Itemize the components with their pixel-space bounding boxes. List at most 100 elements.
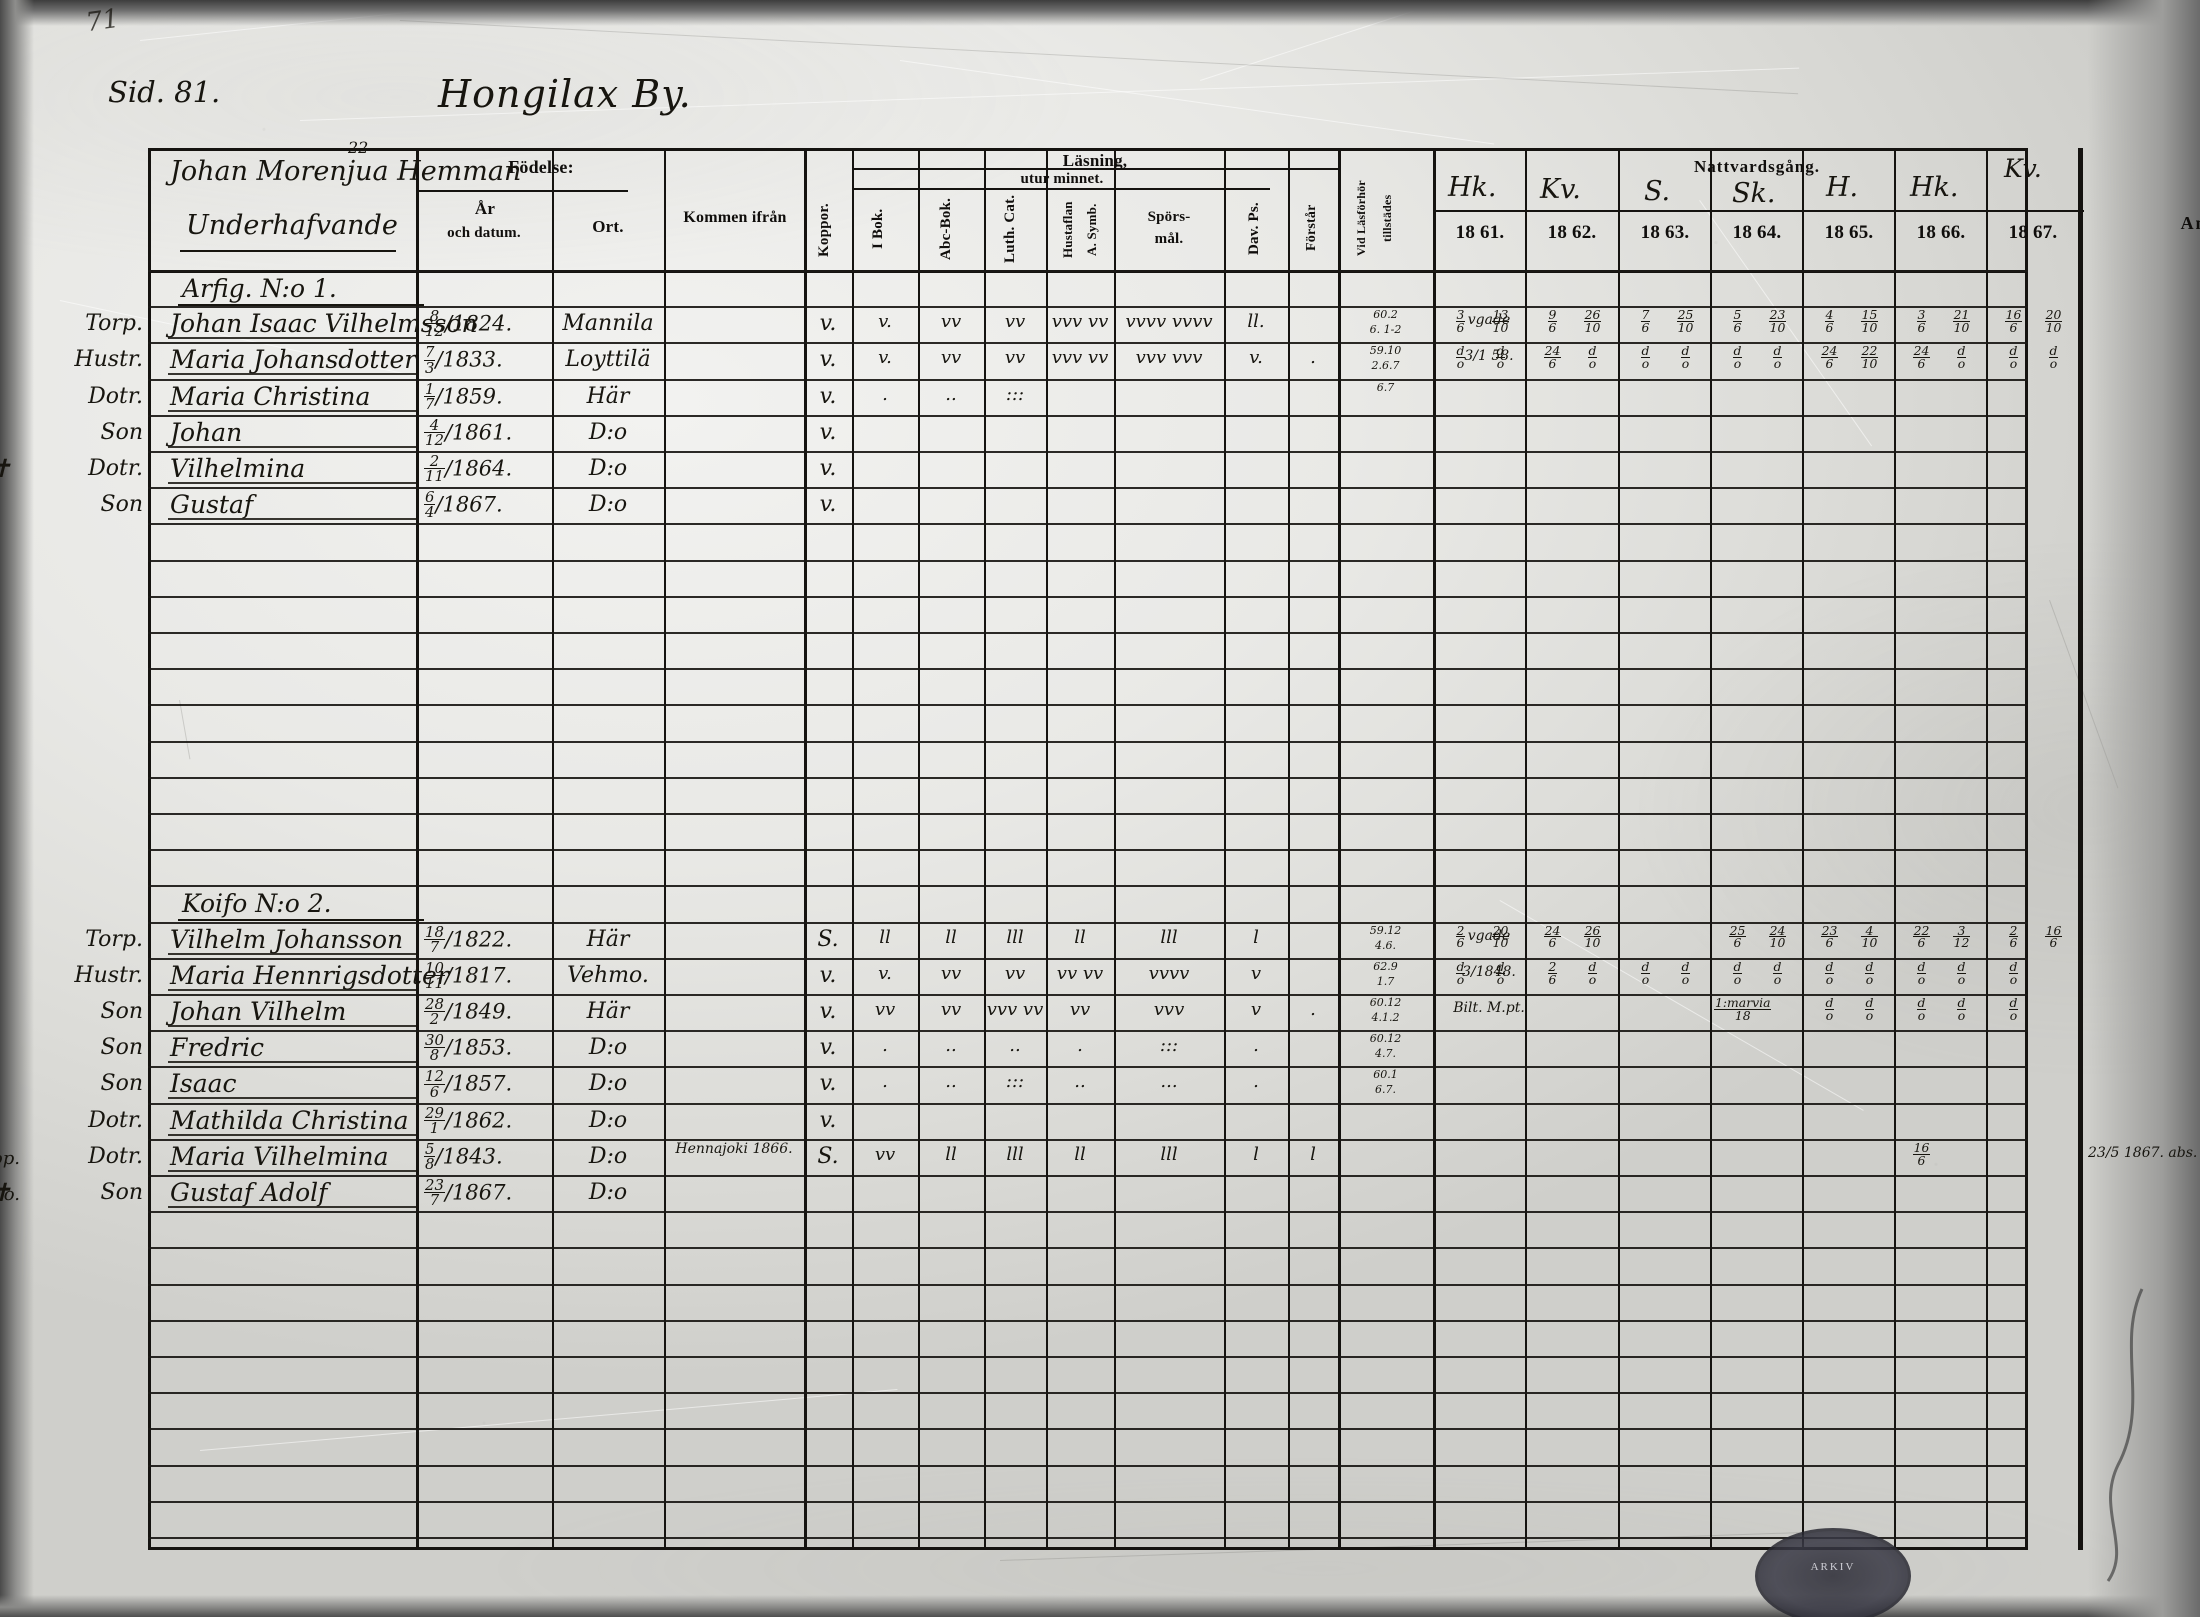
luth-cat-mark: ..: [1009, 1035, 1021, 1057]
smallpox-mark: v.: [819, 347, 837, 373]
luth-cat-mark: vv: [1004, 962, 1026, 984]
header-communion-group: Nattvardsgång.: [1694, 157, 1820, 176]
person-name: Maria Johansdotter: [170, 345, 417, 375]
header-communion-s: S.: [1644, 176, 1671, 207]
birth-date: 23 7/1867.: [424, 1176, 513, 1210]
header-reading-group: Läsning,: [1062, 151, 1128, 170]
tillstades-value: Bilt. M.pt.: [1453, 1000, 1525, 1016]
header-forstar: Förstår: [1304, 204, 1319, 252]
luth-cat-mark: vvv vv: [986, 999, 1044, 1020]
hustaflan-mark: ll: [1074, 926, 1086, 948]
lasforhor-bottom: 4.1.2: [1371, 1011, 1400, 1024]
dav-ps-mark: l: [1253, 926, 1259, 948]
communion-entry-a: 24 6: [1543, 922, 1562, 951]
relation-label: Dotr.: [88, 456, 143, 481]
lasforhor-top: 60.1: [1373, 1068, 1398, 1082]
birth-date: 5 8/1843.: [424, 1139, 503, 1173]
person-name: Gustaf Adolf: [170, 1178, 328, 1207]
hustaflan-mark: ..: [1074, 1071, 1086, 1093]
relation-label: Son: [100, 419, 144, 445]
communion-year-3: 18 63.: [1640, 222, 1690, 243]
birth-date: 18 7/1822.: [424, 922, 513, 956]
i-bok-mark: .: [882, 383, 888, 405]
section-title-underline: [178, 919, 424, 922]
relation-prefix: 2 op.: [0, 1147, 20, 1169]
lasforhor-top: 6.7: [1376, 380, 1395, 394]
smallpox-mark: v.: [819, 1071, 837, 1097]
header-remarks: Anmärkningar.: [2180, 213, 2200, 233]
lasforhor-top: 60.2: [1373, 308, 1398, 322]
smallpox-mark: v.: [819, 962, 837, 988]
hustaflan-mark: vvv vv: [1051, 347, 1109, 369]
header-communion-sk: Sk.: [1732, 178, 1776, 209]
header-vid-lasforhor: Vid Läsförhör: [1354, 180, 1368, 256]
birth-date: 1 7/1859.: [424, 379, 503, 413]
smallpox-mark: v.: [819, 383, 837, 409]
row-separator: [148, 451, 2028, 453]
remarks-value: 23/5 1867. abs. för 1:sta resan lägersmå…: [2088, 1144, 2200, 1161]
row-separator: [148, 1537, 2028, 1539]
header-tillstades: tillstädes: [1380, 194, 1394, 242]
communion-entry-b: 13 10: [1491, 307, 1510, 335]
birth-place: D:o: [588, 419, 628, 445]
smallpox-mark: S.: [817, 1143, 839, 1169]
lasforhor-top: 60.12: [1369, 1032, 1402, 1046]
smallpox-mark: S.: [817, 926, 839, 952]
row-separator: [148, 1138, 2028, 1141]
header-birth-year: År: [474, 199, 496, 218]
i-bok-mark: v.: [878, 347, 892, 369]
birth-date: 30 8/1853.: [424, 1031, 513, 1065]
communion-year-4: 18 64.: [1732, 222, 1782, 243]
row-separator: [148, 1500, 2028, 1503]
page-edge-top: [0, 0, 2200, 26]
row-separator: [148, 1428, 2028, 1431]
person-name-underline: [168, 1169, 418, 1172]
person-name: Maria Vilhelmina: [170, 1141, 389, 1171]
person-name-underline: [168, 373, 418, 376]
header-hustaflan: Hustaflan: [1060, 201, 1075, 259]
header-communion-hk1: Hk.: [1448, 172, 1497, 203]
row-separator: [148, 1356, 2028, 1358]
lasforhor-top: 59.12: [1369, 923, 1402, 937]
communion-entry-a: 24 6: [1912, 343, 1931, 372]
person-name: Vilhelmina: [170, 454, 306, 483]
birth-date: 28 2/1849.: [424, 995, 513, 1029]
header-birth-date: och datum.: [447, 225, 521, 241]
communion-entry-b: 3 12: [1952, 922, 1971, 951]
sporsmal-mark: vvv vvv: [1135, 347, 1203, 369]
birth-place: D:o: [588, 1143, 628, 1169]
smallpox-mark: v.: [819, 999, 837, 1024]
relation-prefix: o.: [3, 1184, 20, 1205]
luth-cat-mark: :::: [1005, 383, 1025, 405]
birth-place: Här: [586, 999, 630, 1024]
luth-cat-mark: lll: [1006, 926, 1024, 948]
names-column-superscript: 22: [348, 138, 369, 157]
birth-date: 2 11/1864.: [424, 452, 513, 486]
birth-place: D:o: [588, 456, 628, 481]
i-bok-mark: .: [882, 1035, 888, 1057]
person-name-underline: [168, 1133, 418, 1136]
birth-date: 10 11/1817.: [424, 958, 513, 992]
dav-ps-mark: .: [1253, 1035, 1259, 1057]
abc-bok-mark: vv: [940, 999, 962, 1020]
communion-year-1: 18 61.: [1455, 222, 1505, 243]
lasforhor-bottom: 1.7: [1376, 974, 1395, 988]
communion-entry-b: 22 10: [1860, 343, 1879, 372]
person-name-underline: [168, 988, 418, 991]
header-sporsmal-cont: mål.: [1154, 231, 1184, 247]
lasforhor-top: 62.9: [1373, 959, 1398, 973]
birth-place: D:o: [588, 1107, 628, 1133]
dav-ps-mark: v.: [1249, 347, 1263, 369]
abc-bok-mark: ..: [945, 1071, 957, 1093]
relation-label: Son: [100, 1180, 144, 1205]
